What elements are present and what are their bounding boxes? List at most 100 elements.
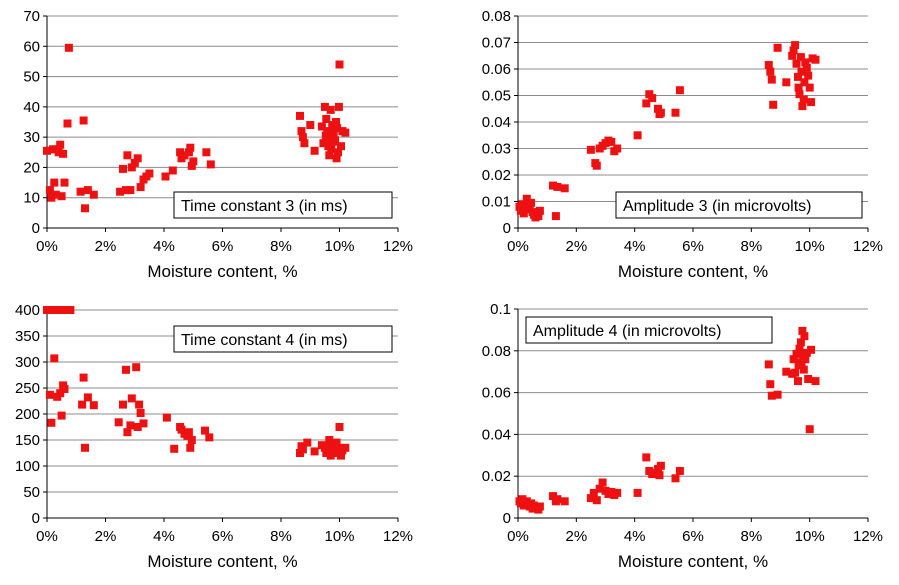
data-point	[119, 164, 127, 173]
x-axis-title: Moisture content, %	[147, 552, 297, 571]
data-point	[161, 172, 170, 181]
data-point	[335, 60, 344, 69]
data-point	[795, 90, 804, 99]
x-tick-label: 0%	[507, 238, 529, 255]
annotation-box	[525, 316, 773, 344]
x-tick-label: 4%	[624, 238, 646, 255]
data-point	[323, 446, 332, 455]
data-point	[341, 443, 350, 452]
data-point	[332, 154, 341, 163]
data-point	[551, 212, 560, 221]
data-point	[43, 146, 51, 155]
x-tick-label: 10%	[795, 238, 825, 255]
y-tick-label: 0.1	[490, 301, 511, 318]
data-point	[795, 344, 804, 353]
data-point	[331, 449, 340, 457]
y-tick-label: 0.01	[482, 194, 511, 211]
data-point	[642, 453, 651, 462]
data-point	[50, 354, 59, 363]
y-tick-label: 0	[32, 510, 40, 527]
data-point	[598, 478, 607, 487]
data-point	[123, 151, 132, 160]
data-point	[81, 204, 89, 213]
data-point	[59, 149, 68, 158]
y-tick-label: 250	[15, 380, 40, 397]
x-tick-label: 6%	[682, 528, 704, 545]
data-point	[807, 98, 816, 107]
chart-amplitude-3: 0 0.01 0.02 0.03 0.04 0.05 0.06 0.07 0.08 0% 2% 4% 6…	[482, 8, 883, 281]
data-point	[79, 373, 88, 382]
x-tick-label: 10%	[795, 528, 825, 545]
y-tick-label: 30	[23, 129, 40, 146]
data-point	[807, 345, 816, 354]
data-point	[63, 119, 72, 128]
y-tick-label: 0.02	[482, 167, 511, 184]
data-point	[796, 53, 805, 62]
data-point	[321, 131, 330, 140]
y-tick-label: 150	[15, 432, 40, 449]
data-point	[325, 436, 334, 444]
data-point	[534, 212, 543, 221]
data-point	[189, 157, 198, 166]
y-tick-label: 20	[23, 159, 40, 176]
data-point	[766, 380, 775, 389]
y-tick-label: 0	[503, 220, 511, 237]
data-point	[805, 425, 814, 434]
data-point	[184, 148, 193, 157]
x-tick-label: 2%	[95, 238, 117, 255]
data-point	[162, 413, 171, 422]
data-point	[800, 78, 809, 87]
data-point	[586, 494, 595, 503]
y-tick-label: 60	[23, 38, 40, 55]
x-axis-title: Moisture content, %	[618, 262, 768, 281]
annotation-box	[173, 325, 393, 353]
data-point	[782, 78, 791, 87]
y-tick-label: 0.02	[482, 468, 511, 485]
data-point	[202, 148, 211, 157]
data-point	[794, 72, 802, 81]
x-tick-label: 2%	[95, 528, 117, 545]
data-point	[633, 131, 642, 140]
data-point	[767, 391, 776, 400]
data-point	[184, 428, 193, 437]
data-point	[642, 99, 651, 108]
data-point	[655, 471, 664, 480]
data-point	[332, 118, 340, 126]
data-point	[45, 186, 54, 195]
data-point	[56, 389, 65, 398]
data-point	[791, 41, 800, 50]
annotation-label: Time constant 4 (in ms)	[181, 332, 348, 349]
data-point	[60, 178, 69, 187]
data-point	[47, 418, 56, 427]
data-point	[773, 390, 782, 399]
data-point	[671, 474, 680, 483]
data-point	[298, 133, 307, 142]
data-point	[656, 108, 665, 117]
data-point	[317, 122, 326, 131]
data-point	[797, 67, 806, 76]
data-point	[168, 166, 177, 175]
x-axis-title: Moisture content, %	[147, 262, 297, 281]
data-point	[607, 137, 616, 146]
data-point	[45, 390, 54, 399]
data-point	[671, 108, 680, 117]
annotation-label: Time constant 3 (in ms)	[181, 198, 348, 215]
data-point	[535, 206, 544, 215]
annotation-label: Amplitude 4 (in microvolts)	[533, 323, 722, 340]
data-point	[133, 423, 142, 431]
chart-time-constant-4: 0 50 100 150 200 250 300 350 400 0% 2% 4% 6% 8% 10% 12%…	[15, 302, 413, 571]
data-point	[66, 306, 75, 314]
x-tick-label: 0%	[36, 238, 58, 255]
y-tick-label: 400	[15, 302, 40, 319]
data-point	[176, 148, 185, 157]
data-point	[300, 139, 309, 148]
data-point	[187, 436, 196, 444]
data-point	[205, 433, 214, 442]
data-point	[329, 128, 338, 137]
data-point	[802, 63, 811, 72]
data-point	[335, 423, 344, 431]
data-point	[319, 139, 328, 148]
data-point	[589, 488, 598, 497]
data-point	[133, 154, 142, 163]
data-point	[767, 75, 776, 84]
